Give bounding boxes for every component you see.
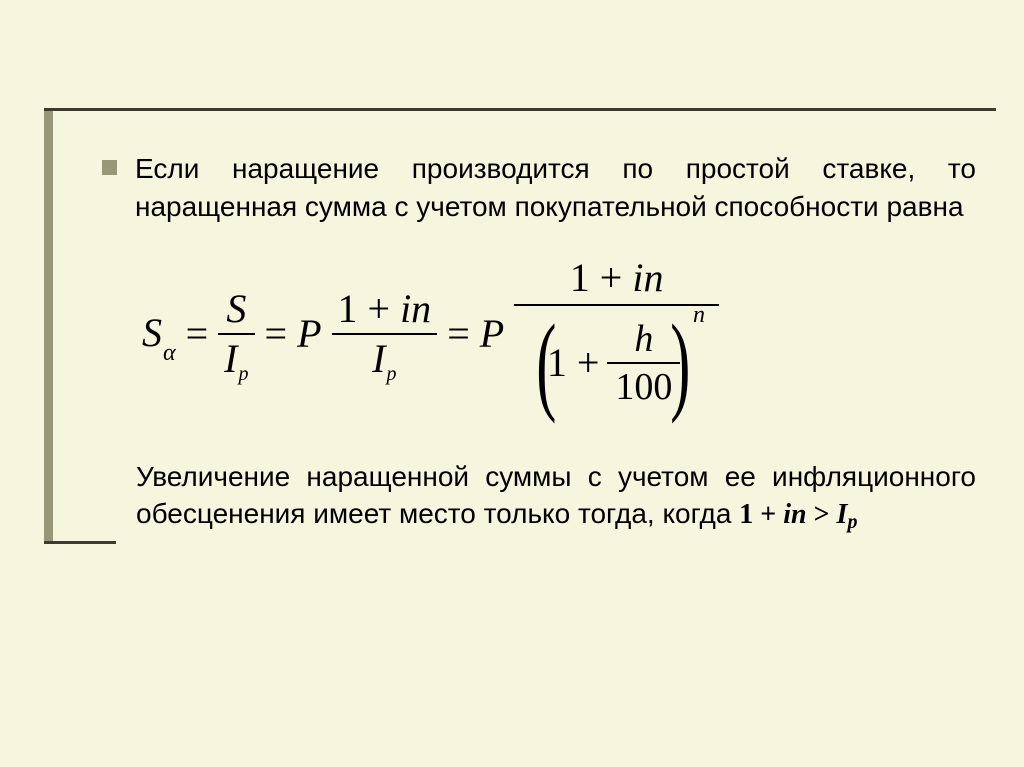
top-rule — [44, 108, 996, 111]
slide-root: Если наращение производится по простой с… — [0, 0, 1024, 767]
sym-eq-1: = — [186, 310, 209, 357]
bullet-paragraph-1: Если наращение производится по простой с… — [102, 150, 976, 226]
formula: Sα = S Ip = P 1 + in Ip — [142, 252, 976, 416]
content-area: Если наращение производится по простой с… — [102, 150, 976, 534]
bullet-icon — [102, 160, 117, 175]
frac-S-over-Ip: S Ip — [218, 285, 254, 383]
sym-eq-2: = — [265, 310, 288, 357]
paragraph-1: Если наращение производится по простой с… — [135, 150, 976, 226]
exponent-n: n — [693, 303, 705, 327]
condition: 1 + in > Ip — [739, 499, 857, 530]
frac-big: 1 + in ( 1 + h 100 — [514, 252, 719, 416]
sym-eq-3: = — [447, 310, 470, 357]
sym-P-1: P — [297, 310, 321, 357]
sym-S-alpha: Sα — [142, 309, 176, 359]
paragraph-2: Увеличение наращенной суммы с учетом ее … — [136, 458, 976, 535]
bottom-rule — [44, 541, 116, 544]
left-accent-bar — [44, 111, 53, 541]
frac-1in-over-Ip: 1 + in Ip — [332, 285, 438, 383]
sym-P-2: P — [480, 310, 504, 357]
